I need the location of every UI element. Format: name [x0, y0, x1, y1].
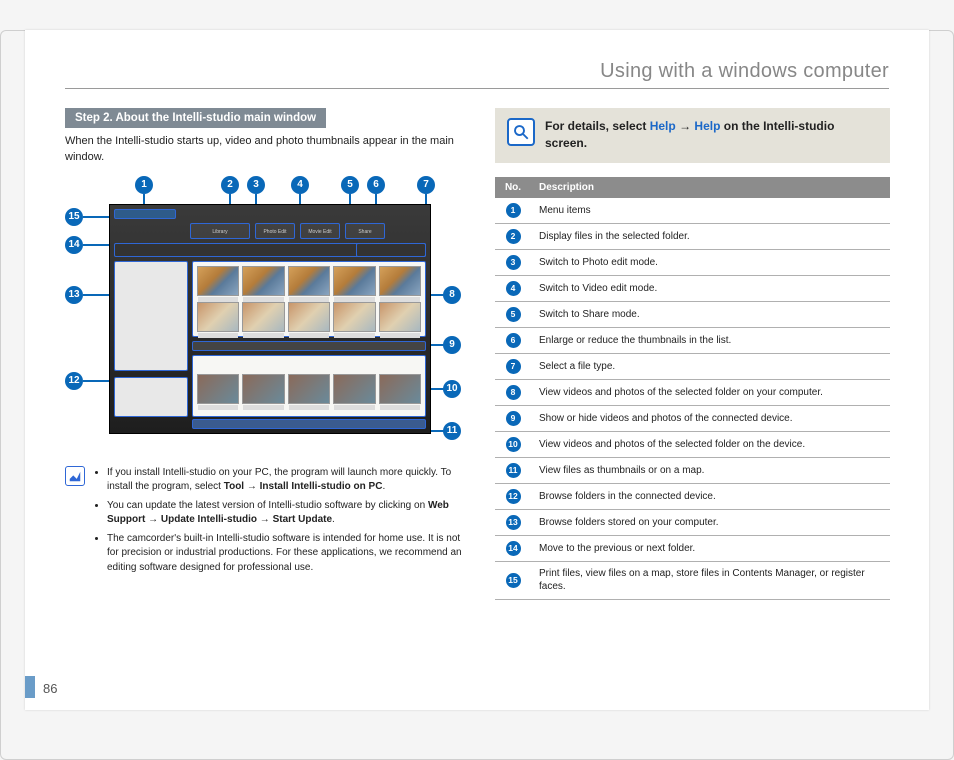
table-row: 3Switch to Photo edit mode. [495, 249, 890, 275]
manual-page: Using with a windows computer Step 2. Ab… [25, 30, 929, 710]
left-column: Step 2. About the Intelli-studio main wi… [65, 108, 465, 579]
ss-toolbar-right [356, 243, 426, 257]
row-desc: Browse folders in the connected device. [531, 483, 890, 509]
row-desc: Move to the previous or next folder. [531, 535, 890, 561]
page-number: 86 [43, 681, 57, 696]
row-desc: Display files in the selected folder. [531, 223, 890, 249]
callout-11: 11 [443, 422, 461, 440]
description-table: No. Description 1Menu items2Display file… [495, 177, 890, 600]
row-desc: View files as thumbnails or on a map. [531, 457, 890, 483]
row-number: 9 [495, 405, 531, 431]
th-desc: Description [531, 177, 890, 198]
row-number: 11 [495, 457, 531, 483]
intelli-studio-window: Library Photo Edit Movie Edit Share [109, 204, 431, 434]
table-row: 15Print files, view files on a map, stor… [495, 561, 890, 599]
callout-14: 14 [65, 236, 83, 254]
row-number: 12 [495, 483, 531, 509]
table-row: 9Show or hide videos and photos of the c… [495, 405, 890, 431]
row-number: 1 [495, 198, 531, 224]
callout-6: 6 [367, 176, 385, 194]
row-desc: Browse folders stored on your computer. [531, 509, 890, 535]
row-desc: Switch to Share mode. [531, 301, 890, 327]
ss-divider [192, 341, 426, 351]
callout-7: 7 [417, 176, 435, 194]
notes-list: If you install Intelli-studio on your PC… [93, 466, 465, 580]
callout-5: 5 [341, 176, 359, 194]
row-desc: View videos and photos of the selected f… [531, 379, 890, 405]
row-number: 3 [495, 249, 531, 275]
ss-gallery-pc [192, 261, 426, 337]
row-desc: Menu items [531, 198, 890, 224]
row-desc: Switch to Video edit mode. [531, 275, 890, 301]
ss-folder-tree [114, 261, 188, 371]
table-row: 5Switch to Share mode. [495, 301, 890, 327]
note-item: You can update the latest version of Int… [107, 499, 465, 528]
note-item: The camcorder's built-in Intelli-studio … [107, 532, 465, 576]
ss-menubar [114, 209, 176, 219]
table-row: 12Browse folders in the connected device… [495, 483, 890, 509]
row-desc: Print files, view files on a map, store … [531, 561, 890, 599]
right-column: For details, select Help → Help on the I… [495, 108, 890, 600]
callout-15: 15 [65, 208, 83, 226]
row-number: 4 [495, 275, 531, 301]
table-row: 11View files as thumbnails or on a map. [495, 457, 890, 483]
row-number: 10 [495, 431, 531, 457]
ss-tab-photo: Photo Edit [255, 223, 295, 239]
table-row: 10View videos and photos of the selected… [495, 431, 890, 457]
intro-text: When the Intelli-studio starts up, video… [65, 134, 465, 166]
title-rule [65, 88, 889, 89]
row-number: 14 [495, 535, 531, 561]
callout-12: 12 [65, 372, 83, 390]
row-number: 5 [495, 301, 531, 327]
step-ribbon: Step 2. About the Intelli-studio main wi… [65, 108, 326, 128]
row-desc: Switch to Photo edit mode. [531, 249, 890, 275]
th-no: No. [495, 177, 531, 198]
annotated-screenshot: 1 2 3 4 5 6 7 15 14 13 12 8 [65, 176, 465, 454]
row-number: 8 [495, 379, 531, 405]
table-row: 14Move to the previous or next folder. [495, 535, 890, 561]
ss-gallery-device [192, 355, 426, 417]
note-icon [65, 466, 85, 486]
table-row: 4Switch to Video edit mode. [495, 275, 890, 301]
row-desc: View videos and photos of the selected f… [531, 431, 890, 457]
row-desc: Show or hide videos and photos of the co… [531, 405, 890, 431]
notes-block: If you install Intelli-studio on your PC… [65, 466, 465, 580]
table-row: 13Browse folders stored on your computer… [495, 509, 890, 535]
callout-8: 8 [443, 286, 461, 304]
callout-13: 13 [65, 286, 83, 304]
magnifier-icon [507, 118, 535, 146]
callout-3: 3 [247, 176, 265, 194]
note-item: If you install Intelli-studio on your PC… [107, 466, 465, 495]
table-row: 6Enlarge or reduce the thumbnails in the… [495, 327, 890, 353]
callout-2: 2 [221, 176, 239, 194]
page-title: Using with a windows computer [600, 60, 889, 83]
row-number: 13 [495, 509, 531, 535]
row-number: 6 [495, 327, 531, 353]
table-row: 8View videos and photos of the selected … [495, 379, 890, 405]
callout-1: 1 [135, 176, 153, 194]
row-desc: Select a file type. [531, 353, 890, 379]
help-text: For details, select Help → Help on the I… [545, 118, 878, 153]
ss-tab-share: Share [345, 223, 385, 239]
row-number: 15 [495, 561, 531, 599]
callout-4: 4 [291, 176, 309, 194]
help-callout: For details, select Help → Help on the I… [495, 108, 890, 163]
ss-tab-movie: Movie Edit [300, 223, 340, 239]
table-row: 2Display files in the selected folder. [495, 223, 890, 249]
side-tab-marker [25, 676, 35, 698]
row-desc: Enlarge or reduce the thumbnails in the … [531, 327, 890, 353]
row-number: 7 [495, 353, 531, 379]
table-row: 1Menu items [495, 198, 890, 224]
row-number: 2 [495, 223, 531, 249]
ss-tab-library: Library [190, 223, 250, 239]
ss-viewbar [192, 419, 426, 429]
callout-9: 9 [443, 336, 461, 354]
callout-10: 10 [443, 380, 461, 398]
table-row: 7Select a file type. [495, 353, 890, 379]
ss-device-tree [114, 377, 188, 417]
